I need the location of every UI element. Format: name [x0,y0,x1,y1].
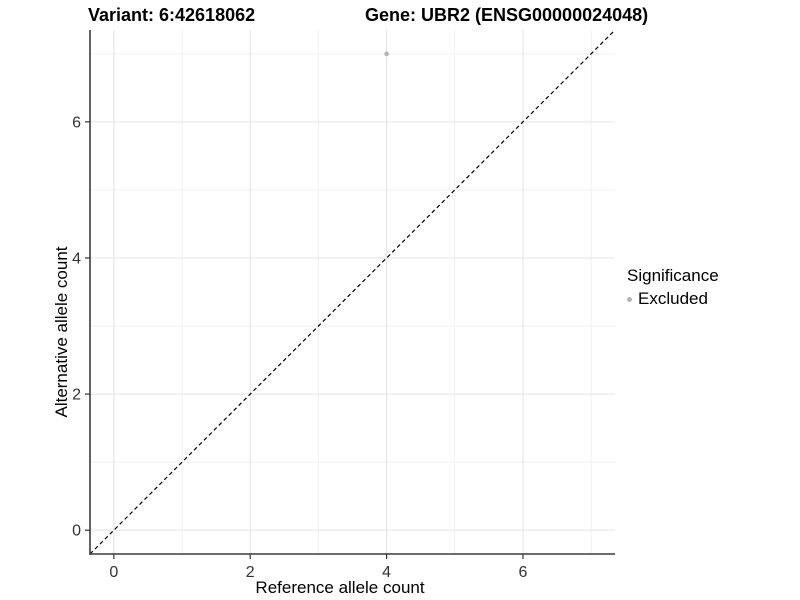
legend-title: Significance [627,266,719,285]
y-axis-title: Alternative allele count [52,246,71,418]
y-tick-label: 2 [72,387,81,404]
identity-reference-line [89,29,616,555]
y-tick-label: 6 [72,114,81,131]
legend-point-icon [627,296,632,302]
x-tick-label: 0 [109,564,118,581]
x-tick-label: 2 [246,564,255,581]
x-axis-title: Reference allele count [255,578,425,597]
x-tick-label: 6 [519,564,528,581]
data-point [384,51,389,57]
plot-title-variant: Variant: 6:42618062 [88,5,256,25]
plot-title-gene: Gene: UBR2 (ENSG00000024048) [365,5,649,25]
y-tick-label: 4 [72,250,81,267]
x-tick-label: 4 [382,564,391,581]
y-tick-label: 0 [72,523,81,540]
legend: Significance Excluded [627,266,719,309]
legend-item-excluded: Excluded [627,289,719,309]
legend-item-label: Excluded [638,289,708,308]
